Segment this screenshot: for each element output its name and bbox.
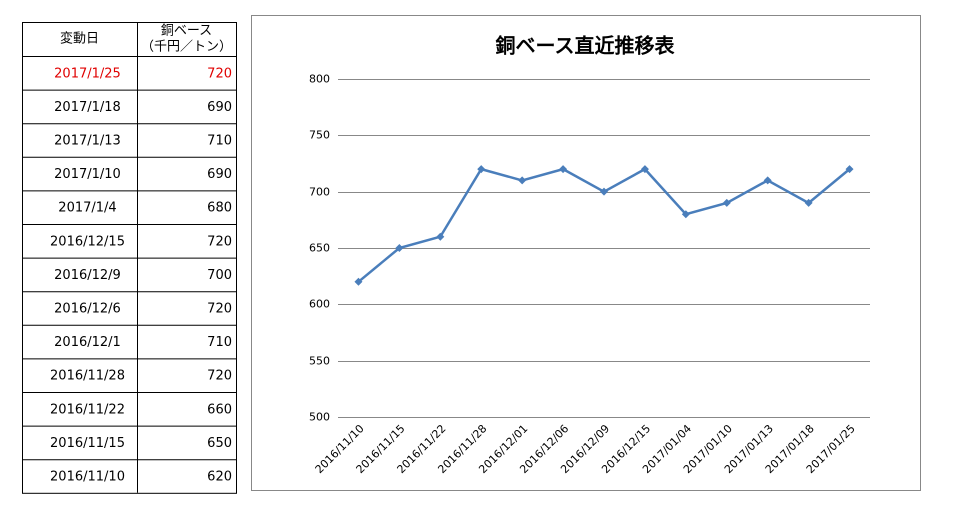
value-cell: 720 [207, 369, 232, 384]
date-cell: 2017/1/4 [58, 201, 116, 216]
value-cell: 700 [207, 268, 232, 283]
date-cell: 2017/1/10 [54, 167, 121, 182]
y-tick-label: 500 [309, 411, 330, 424]
header-cell: 銅ベース [161, 24, 212, 39]
date-cell: 2016/11/15 [50, 436, 125, 451]
data-point [763, 176, 772, 185]
value-cell: 650 [207, 436, 232, 451]
date-cell: 2017/1/25 [54, 66, 121, 81]
data-point [804, 198, 813, 207]
value-cell: 720 [207, 302, 232, 317]
date-cell: 2016/12/15 [50, 234, 125, 249]
date-cell: 2016/11/22 [50, 402, 125, 417]
data-point [518, 176, 527, 185]
value-cell: 690 [207, 167, 232, 182]
data-point [600, 187, 608, 196]
date-cell: 2016/11/10 [50, 470, 125, 485]
y-tick-label: 600 [309, 298, 330, 311]
value-cell: 690 [207, 100, 232, 115]
y-tick-label: 750 [309, 129, 330, 142]
y-tick-label: 800 [309, 73, 330, 86]
data-point [640, 165, 649, 174]
data-point [354, 277, 363, 286]
data-point [681, 210, 690, 219]
chart-frame [251, 15, 921, 491]
value-cell: 720 [207, 234, 232, 249]
data-point [722, 198, 731, 207]
date-cell: 2017/1/18 [54, 100, 121, 115]
y-tick-label: 550 [309, 355, 330, 368]
value-cell: 680 [207, 201, 232, 216]
date-cell: 2016/12/6 [54, 302, 121, 317]
value-cell: 660 [207, 402, 232, 417]
date-cell: 2016/12/9 [54, 268, 121, 283]
data-point [436, 232, 445, 241]
y-tick-label: 650 [309, 242, 330, 255]
header-cell: 変動日 [60, 31, 99, 47]
data-point [395, 244, 404, 252]
value-cell: 710 [207, 335, 232, 350]
chart-title: 銅ベース直近推移表 [496, 34, 676, 58]
data-point [559, 165, 568, 174]
date-cell: 2017/1/13 [54, 134, 121, 149]
value-cell: 720 [207, 66, 232, 81]
date-cell: 2016/12/1 [54, 335, 121, 350]
y-tick-label: 700 [309, 186, 330, 199]
value-cell: 620 [207, 470, 232, 485]
date-cell: 2016/11/28 [50, 369, 125, 384]
data-point [477, 165, 486, 174]
data-point [845, 165, 854, 174]
value-cell: 710 [207, 134, 232, 149]
header-cell: （千円／トン） [141, 40, 232, 55]
